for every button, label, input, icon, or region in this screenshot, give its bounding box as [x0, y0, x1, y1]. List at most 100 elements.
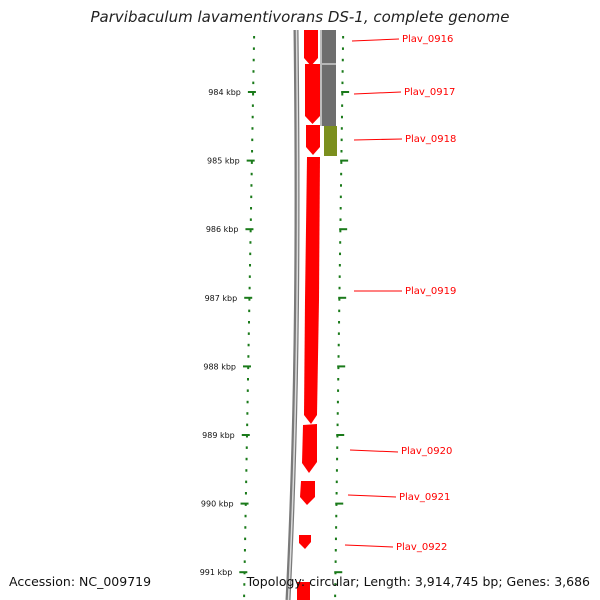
ruler-major-tick [245, 228, 254, 231]
ruler-dot [338, 309, 341, 313]
ruler-major-tick [242, 365, 251, 368]
ruler-major-tick [244, 296, 253, 299]
ruler-dot [247, 366, 250, 370]
ruler-dot [247, 355, 250, 358]
ruler-dot [339, 252, 342, 256]
ruler-dot [251, 138, 254, 142]
ruler-dot [246, 400, 249, 404]
ruler-dot [338, 264, 341, 267]
ruler-dot [252, 93, 255, 96]
ruler-dot [335, 514, 338, 518]
ruler-dot [335, 526, 338, 529]
ruler-dot [336, 412, 339, 415]
ruler-dot [336, 457, 339, 461]
ruler-major-tick [339, 228, 348, 231]
ruler-dot [334, 537, 337, 541]
ruler-major-tick [338, 296, 347, 299]
ruler-dot [341, 104, 344, 107]
ruler-dot [249, 241, 252, 244]
ruler-dot [336, 423, 339, 427]
accession-text: Accession: NC_009719 [9, 574, 152, 589]
ruler-dot [248, 309, 251, 313]
ruler-major-tick [336, 434, 345, 436]
ruler-dot [252, 58, 255, 62]
ruler-dot [337, 378, 340, 381]
ruler-dot [340, 127, 343, 130]
ruler-dot [244, 537, 247, 541]
ruler-dot [339, 184, 342, 187]
ruler-dot [337, 343, 340, 347]
gene-label: Plav_0918 [405, 134, 456, 145]
ruler-dot [339, 241, 342, 244]
gene-arrows [297, 30, 320, 600]
ruler-dot [249, 252, 252, 256]
gene-label: Plav_0920 [401, 446, 452, 457]
gene-arrow [304, 30, 318, 66]
ruler-dot [248, 286, 251, 290]
gene-label: Plav_0917 [404, 87, 455, 98]
ruler-major-tick [247, 91, 256, 93]
ruler-dot [338, 286, 341, 290]
ruler-dot [252, 47, 255, 50]
ruler-dot [336, 400, 339, 404]
ruler-tick-label: 989 kbp [202, 431, 235, 440]
gene-arrow [305, 64, 320, 124]
ruler-dot [341, 70, 344, 73]
gene-arrow [302, 424, 317, 473]
ruler-dot [334, 583, 337, 586]
ruler-dot [247, 343, 250, 347]
ruler-dot [340, 138, 343, 142]
ruler-dot [246, 378, 249, 381]
ruler-dot [338, 298, 341, 301]
ruler-dot [244, 526, 247, 529]
gene-labels: Plav_0916 Plav_0917 Plav_0918 Plav_0919 … [344, 34, 456, 553]
ruler-dot [336, 446, 339, 449]
ruler-dot [246, 389, 249, 392]
ruler-dot [245, 457, 248, 461]
ruler-tick-label: 990 kbp [201, 500, 234, 509]
ruler-dot [335, 469, 338, 472]
ruler-dot [338, 275, 341, 278]
ruler-dot [248, 275, 251, 278]
ruler-dot [251, 127, 254, 130]
ruler-dot [337, 366, 340, 370]
ruler-tick-label: 984 kbp [208, 88, 241, 97]
ruler-dot [248, 298, 251, 301]
ruler-tick-label: 987 kbp [205, 294, 238, 303]
gene-arrow [299, 535, 311, 549]
ruler-dot [336, 435, 339, 438]
ruler-dot [335, 503, 338, 506]
ruler-dot [246, 412, 249, 415]
ruler-dot [250, 172, 253, 176]
ruler-dot [341, 93, 344, 96]
ruler-dot [250, 184, 253, 187]
ruler-dot [341, 58, 344, 62]
gene-label: Plav_0919 [405, 286, 456, 297]
gene-arrow [306, 125, 320, 155]
ruler-ticks: 984 kbp 985 kbp 986 kbp 987 kbp 988 kbp 989 k… [200, 88, 350, 577]
ruler-dot [341, 47, 344, 50]
ruler-tick-label: 991 kbp [200, 568, 233, 577]
ruler-dot [243, 594, 246, 598]
ruler-dot [334, 560, 337, 563]
ruler-major-tick [246, 159, 255, 162]
ruler-dot [248, 321, 251, 324]
ruler-dot [245, 480, 248, 484]
ruler-dot [339, 218, 342, 221]
ruler-dot [245, 446, 248, 449]
ruler-dot [247, 332, 250, 335]
ruler-dot [340, 172, 343, 176]
ruler-dot [251, 104, 254, 107]
ruler-major-tick [241, 434, 250, 436]
ruler-dot [335, 492, 338, 495]
ruler-dot [337, 332, 340, 335]
ruler-dot [341, 81, 344, 85]
ruler-dot [340, 161, 343, 164]
ruler-major-tick [334, 571, 343, 574]
ruler-dotted-right [334, 36, 345, 598]
ruler-dot [334, 594, 337, 598]
ruler-major-tick [337, 365, 346, 368]
gene-arrow [300, 481, 315, 505]
ruler-major-tick [239, 571, 248, 574]
